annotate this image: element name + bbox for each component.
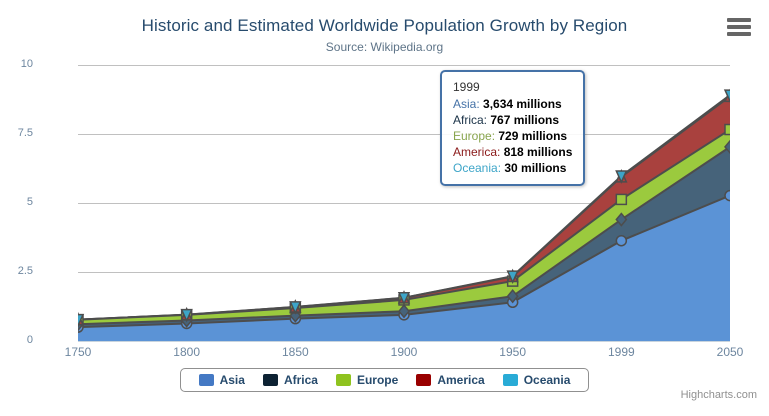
point-marker[interactable] xyxy=(723,89,730,103)
x-axis-tick-label: 1900 xyxy=(390,345,418,359)
tooltip-row: Asia: 3,634 millions xyxy=(453,96,572,112)
credits-label: Highcharts.com xyxy=(680,389,757,401)
legend-swatch xyxy=(416,374,432,386)
point-marker[interactable] xyxy=(615,193,628,206)
legend-label: Europe xyxy=(356,373,399,387)
hamburger-bar xyxy=(727,32,751,36)
x-axis-tick-label: 1750 xyxy=(64,345,92,359)
y-axis-tick-label: 5 xyxy=(26,196,33,208)
tooltip-series-name: Africa: xyxy=(453,113,491,127)
tooltip-rows: Asia: 3,634 millions Africa: 767 millions… xyxy=(453,96,572,176)
tooltip-series-value: 30 millions xyxy=(504,161,567,175)
tooltip-series-name: Asia: xyxy=(453,97,484,111)
point-marker[interactable] xyxy=(180,308,193,323)
point-marker[interactable] xyxy=(78,313,85,328)
chart-title: Historic and Estimated Worldwide Populat… xyxy=(141,16,628,35)
plot-area xyxy=(78,65,730,342)
tooltip-row: Europe: 729 millions xyxy=(453,128,572,144)
tooltip-series-name: Oceania: xyxy=(453,161,505,175)
point-marker[interactable] xyxy=(724,139,730,155)
point-marker[interactable] xyxy=(724,123,730,136)
legend: Asia Africa Europe America Oceania xyxy=(0,368,769,392)
x-axis-tick-label: 1850 xyxy=(281,345,309,359)
y-axis-tick-label: 0 xyxy=(26,334,33,346)
series-areas xyxy=(78,88,730,341)
hamburger-bar xyxy=(727,25,751,29)
legend-item-oceania[interactable]: Oceania xyxy=(502,373,571,387)
legend-item-asia[interactable]: Asia xyxy=(198,373,245,387)
legend-item-africa[interactable]: Africa xyxy=(262,373,318,387)
point-marker[interactable] xyxy=(397,291,411,306)
y-axis-tick-label: 7.5 xyxy=(17,127,33,139)
legend-swatch xyxy=(335,374,351,386)
legend-label: Asia xyxy=(219,373,245,387)
y-axis-tick-label: 2.5 xyxy=(17,265,33,277)
x-axis-tick-label: 2050 xyxy=(716,345,744,359)
tooltip: 1999 Asia: 3,634 millions Africa: 767 mil… xyxy=(440,70,586,186)
hamburger-bar xyxy=(727,18,751,22)
point-marker[interactable] xyxy=(506,270,519,284)
gridline xyxy=(78,134,730,135)
tooltip-series-name: America: xyxy=(453,145,504,159)
gridline xyxy=(78,272,730,273)
x-axis-tick-label: 1800 xyxy=(173,345,200,359)
x-axis-tick-label: 1950 xyxy=(499,345,526,359)
chart-subtitle: Source: Wikipedia.org xyxy=(325,40,444,54)
legend-swatch xyxy=(262,374,278,386)
tooltip-row: America: 818 millions xyxy=(453,144,572,160)
point-marker[interactable] xyxy=(506,289,519,304)
tooltip-row: Africa: 767 millions xyxy=(453,112,572,128)
export-menu-icon[interactable] xyxy=(727,18,751,38)
point-marker[interactable] xyxy=(724,189,730,202)
legend-label: America xyxy=(437,373,485,387)
tooltip-series-value: 729 millions xyxy=(498,129,568,143)
legend-label: Africa xyxy=(283,373,318,387)
point-marker[interactable] xyxy=(615,170,628,184)
tooltip-series-value: 767 millions xyxy=(490,113,560,127)
point-marker[interactable] xyxy=(615,212,628,227)
legend-item-america[interactable]: America xyxy=(416,373,485,387)
tooltip-series-name: Europe: xyxy=(453,129,499,143)
y-axis-tick-label: 10 xyxy=(20,58,33,70)
gridline xyxy=(78,203,730,204)
legend-swatch xyxy=(502,374,518,386)
gridline xyxy=(78,65,730,66)
legend-box: Asia Africa Europe America Oceania xyxy=(179,368,590,392)
point-marker[interactable] xyxy=(289,301,302,315)
point-marker[interactable] xyxy=(398,304,410,319)
point-marker[interactable] xyxy=(615,234,628,247)
x-axis-line xyxy=(78,341,730,342)
legend-swatch xyxy=(198,374,214,386)
x-axis-tick-label: 1999 xyxy=(607,345,635,359)
area-asia xyxy=(78,195,730,341)
legend-label: Oceania xyxy=(523,373,571,387)
legend-item-europe[interactable]: Europe xyxy=(335,373,399,387)
tooltip-series-value: 3,634 millions xyxy=(483,97,562,111)
tooltip-row: Oceania: 30 millions xyxy=(453,160,572,176)
tooltip-header: 1999 xyxy=(453,80,480,94)
tooltip-series-value: 818 millions xyxy=(503,145,573,159)
